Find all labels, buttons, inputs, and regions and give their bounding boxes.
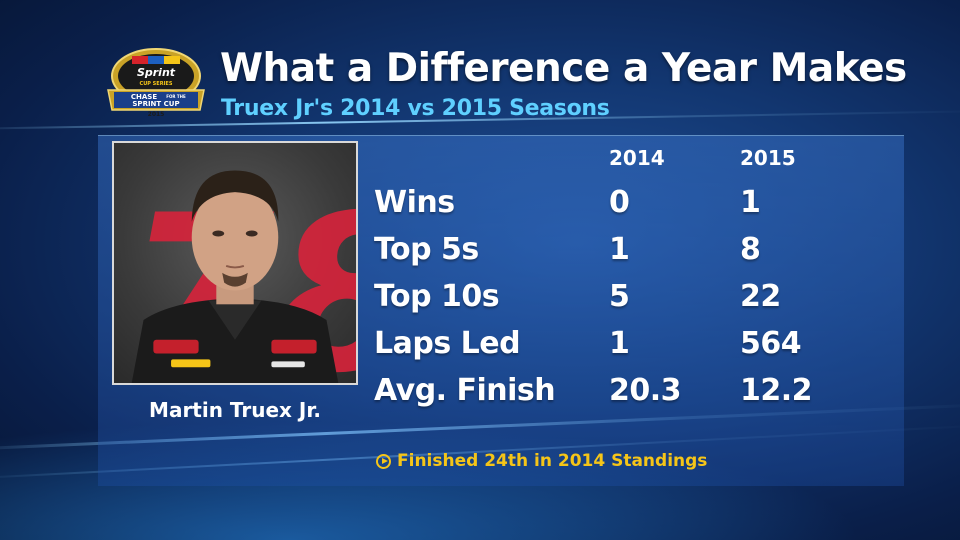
svg-text:CUP SERIES: CUP SERIES (140, 81, 173, 87)
chase-sprint-cup-logo: Sprint CUP SERIES CHASE FOR THE SPRINT C… (104, 46, 208, 118)
stat-value-2015: 12.2 (740, 373, 813, 408)
stat-value-2014: 0 (609, 185, 630, 220)
stat-label: Laps Led (374, 326, 521, 361)
stat-value-2014: 20.3 (609, 373, 682, 408)
stat-value-2015: 564 (740, 326, 802, 361)
stat-label: Top 5s (374, 232, 479, 267)
play-circle-icon (376, 453, 391, 469)
column-header-2014: 2014 (609, 146, 665, 170)
stat-value-2015: 1 (740, 185, 761, 220)
graphic-title: What a Difference a Year Makes (220, 46, 907, 91)
graphic-subtitle: Truex Jr's 2014 vs 2015 Seasons (221, 96, 610, 121)
driver-photo: 78 (112, 141, 358, 385)
svg-text:2015: 2015 (148, 111, 165, 118)
svg-text:Sprint: Sprint (137, 66, 176, 79)
footnote-text: Finished 24th in 2014 Standings (397, 451, 708, 471)
background-glow (0, 400, 960, 540)
driver-name: Martin Truex Jr. (149, 398, 321, 422)
stat-value-2014: 1 (609, 232, 630, 267)
stat-value-2015: 8 (740, 232, 761, 267)
svg-text:SPRINT CUP: SPRINT CUP (132, 100, 179, 108)
stat-value-2015: 22 (740, 279, 781, 314)
stat-label: Wins (374, 185, 455, 220)
stat-label: Avg. Finish (374, 373, 556, 408)
stat-value-2014: 1 (609, 326, 630, 361)
stat-label: Top 10s (374, 279, 500, 314)
stat-value-2014: 5 (609, 279, 630, 314)
column-header-2015: 2015 (740, 146, 796, 170)
svg-text:CHASE: CHASE (131, 93, 157, 101)
standings-footnote: Finished 24th in 2014 Standings (376, 451, 707, 471)
svg-text:FOR THE: FOR THE (166, 94, 186, 99)
